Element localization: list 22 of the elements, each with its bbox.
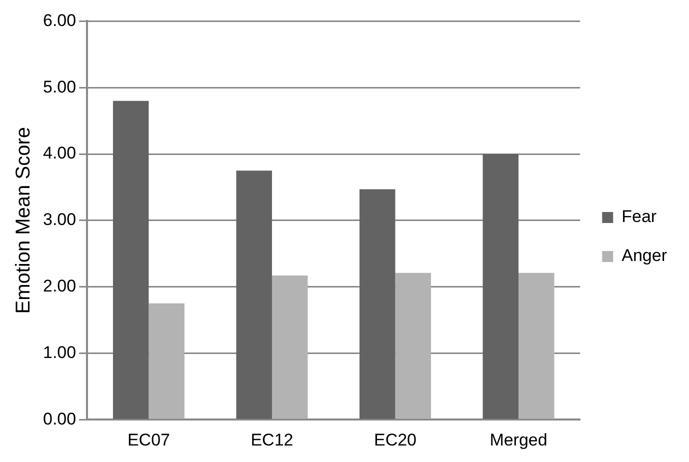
y-tick-label: 0.00 [42,409,76,428]
bar [272,276,308,419]
bar [148,303,184,419]
x-tick-label: EC07 [127,430,170,450]
x-tick-label: EC12 [250,430,294,450]
bar [112,100,149,419]
x-tick-label: Merged [490,430,548,450]
y-tick-label: 2.00 [42,276,76,296]
y-tick-label: 6.00 [42,10,76,30]
bar [518,272,554,419]
legend-label: Anger [622,246,668,266]
y-tick-label: 5.00 [42,77,76,96]
y-tick-label: 3.00 [42,210,76,230]
y-tick-label: 1.00 [42,342,76,362]
legend-label: Fear [622,207,657,226]
y-axis-title: Emotion Mean Score [12,127,35,314]
bar [482,154,519,419]
bar [395,272,431,419]
bar [236,170,272,419]
bar [359,189,396,419]
x-tick-label: EC20 [374,430,417,450]
y-tick-label: 4.00 [42,144,76,163]
